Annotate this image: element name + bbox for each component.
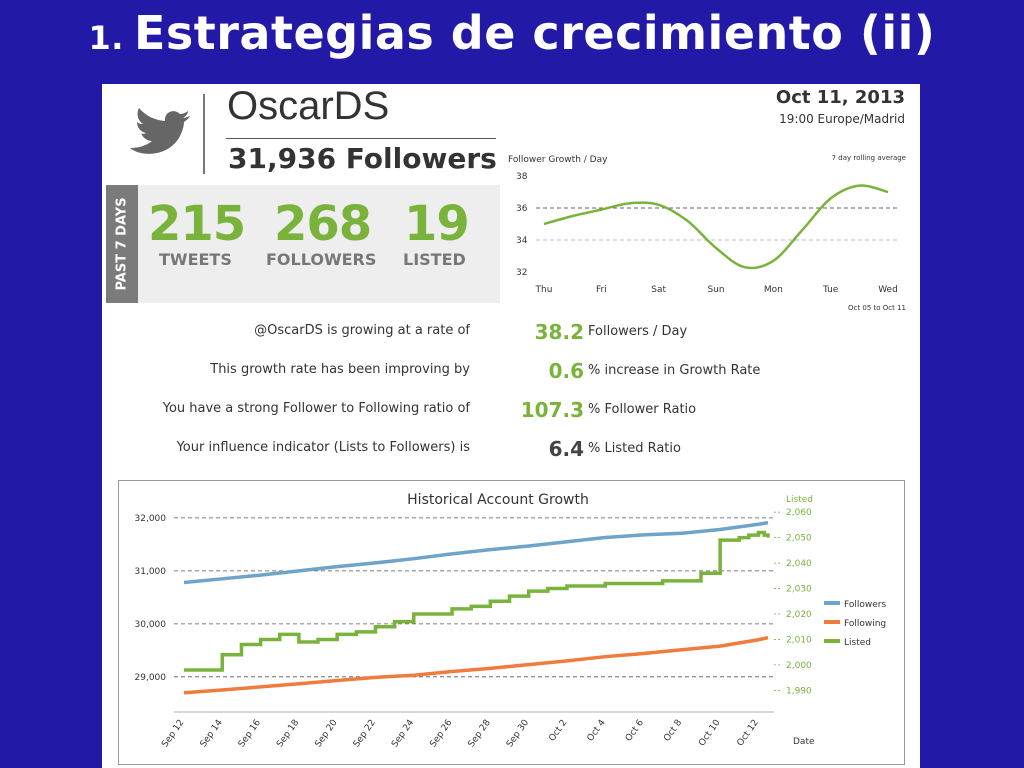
historical-chart-title: Historical Account Growth [407,492,589,508]
followers-count: 268 [274,196,372,252]
listed-count: 19 [404,196,470,252]
left-y-tick: 32,000 [135,514,167,524]
growth-row-unit: Followers / Day [588,324,688,339]
growth-row-value: 6.4 [548,437,584,461]
growth-row-label: You have a strong Follower to Following … [162,401,470,416]
date-x-tick: Sep 18 [275,718,301,750]
legend-label: Following [844,619,886,629]
date-x-tick: Sep 12 [160,718,186,749]
growth-chart-range: Oct 05 to Oct 11 [848,304,906,312]
growth-row-unit: % Listed Ratio [588,441,681,456]
account-name: OscarDS [227,84,390,128]
growth-y-tick: 34 [516,236,528,246]
chart-frame [118,480,905,765]
growth-row-unit: % Follower Ratio [588,402,697,417]
growth-y-tick: 36 [516,204,528,214]
date-x-tick: Sep 28 [467,718,493,750]
growth-x-tick: Sat [651,285,666,295]
date-x-tick: Oct 10 [697,718,722,748]
growth-x-tick: Mon [764,285,783,295]
past-seven-days-panel [106,185,500,303]
growth-x-tick: Thu [535,285,553,295]
left-y-tick: 31,000 [135,567,167,577]
growth-y-tick: 38 [516,172,528,182]
date-x-tick: Sep 16 [237,718,263,750]
date-x-tick: Oct 2 [547,718,569,744]
growth-x-tick: Wed [878,285,898,295]
date-x-tick: Sep 14 [199,718,225,750]
right-y-tick: 2,030 [786,585,812,595]
right-y-tick: 2,000 [786,661,812,671]
listed-label: LISTED [403,250,466,269]
date-x-tick: Sep 26 [428,718,454,750]
right-y-tick: 2,020 [786,610,812,620]
right-y-tick: 2,010 [786,635,812,645]
past-seven-days-text: PAST 7 DAYS [114,197,130,291]
slide-number: 1. [88,19,124,57]
date-x-tick: Oct 6 [624,718,646,744]
date-x-tick: Sep 20 [314,718,340,750]
twitter-bird-icon [108,92,204,182]
past-seven-days-label: PAST 7 DAYS [106,185,138,303]
left-y-tick: 29,000 [135,673,167,683]
followers-label: FOLLOWERS [266,250,377,269]
growth-chart-note: 7 day rolling average [832,154,906,162]
growth-chart-title: Follower Growth / Day [508,155,608,165]
tweets-count: 215 [148,196,246,252]
growth-row-label: @OscarDS is growing at a rate of [254,323,470,338]
growth-row-label: Your influence indicator (Lists to Follo… [176,440,470,455]
series-listed-line [184,530,770,672]
growth-y-tick: 32 [516,268,527,278]
right-y-tick: 2,050 [786,534,812,544]
slide-title-text: Estrategias de crecimiento (ii) [133,6,936,60]
growth-row-value: 0.6 [548,359,584,383]
growth-row-unit: % increase in Growth Rate [588,363,761,378]
report-date: Oct 11, 2013 [775,87,905,108]
right-y-tick: 2,060 [786,508,812,518]
legend-label: Listed [844,638,871,648]
slide-title: 1. Estrategias de crecimiento (ii) [0,6,1024,60]
date-x-tick: Oct 8 [662,718,684,744]
account-underline [226,138,496,139]
growth-row-value: 38.2 [534,320,584,344]
listed-axis-label: Listed [786,495,813,505]
series-following-line [183,635,769,695]
growth-series-line [543,184,889,270]
legend-swatch [824,620,840,624]
date-x-tick: Oct 12 [736,718,761,748]
legend-swatch [824,601,840,605]
growth-x-tick: Fri [596,285,607,295]
historical-growth-chart: Historical Account Growth Listed 29,000 3… [118,480,905,765]
follower-total: 31,936 Followers [228,142,497,175]
analytics-card: OscarDS 31,936 Followers Oct 11, 2013 19… [102,84,920,768]
left-y-tick: 30,000 [135,620,167,630]
date-x-tick: Sep 24 [390,718,416,750]
follower-growth-chart: Follower Growth / Day 7 day rolling aver… [508,154,906,312]
date-x-tick: Sep 22 [352,718,378,749]
growth-row-value: 107.3 [520,398,584,422]
report-time: 19:00 Europe/Madrid [779,112,905,126]
date-x-tick: Sep 30 [505,718,531,750]
series-followers-line [183,520,769,585]
legend-swatch [824,639,840,643]
right-y-tick: 2,040 [786,559,812,569]
tweets-label: TWEETS [159,250,232,269]
growth-x-tick: Tue [822,285,839,295]
growth-x-tick: Sun [707,285,724,295]
right-y-tick: 1,990 [786,686,812,696]
date-axis-label: Date [793,737,815,747]
header-divider [203,94,205,174]
growth-row-label: This growth rate has been improving by [210,362,470,377]
date-x-tick: Oct 4 [586,718,608,744]
legend-label: Followers [844,600,886,610]
